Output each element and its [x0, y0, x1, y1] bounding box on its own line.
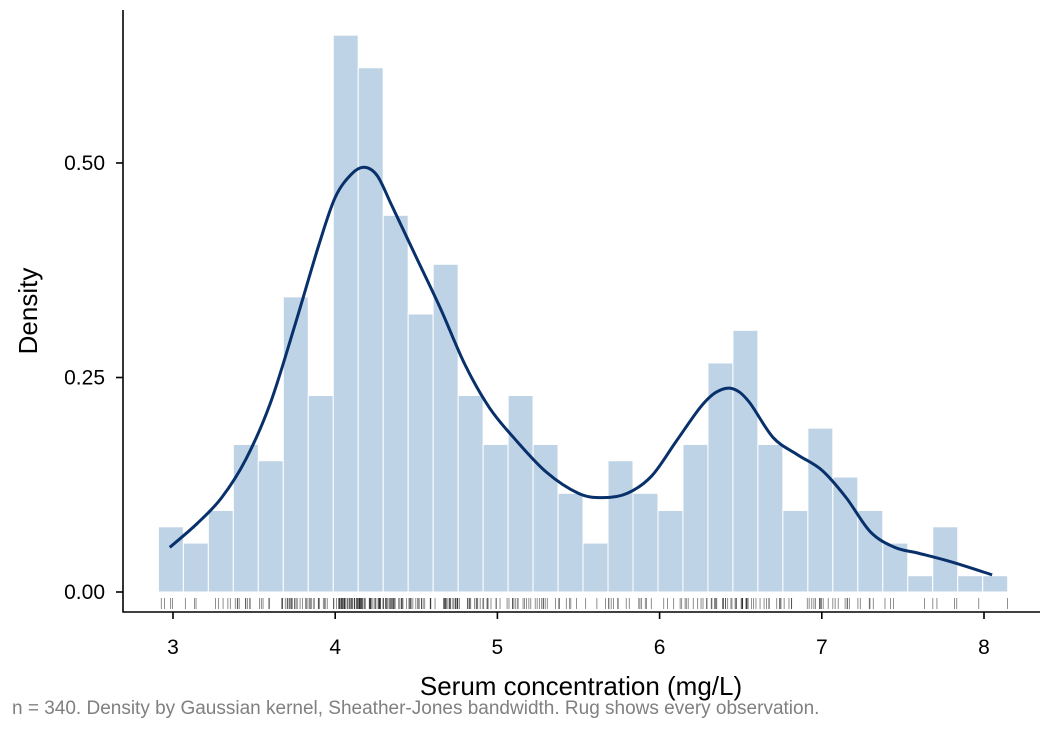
histogram-bar — [582, 542, 609, 593]
y-tick-label: 0.50 — [64, 152, 105, 175]
histogram-bar — [182, 542, 209, 593]
histogram-bar — [557, 492, 584, 593]
histogram-bar — [907, 575, 934, 593]
histogram-bar — [307, 395, 334, 593]
histogram-bar — [532, 443, 559, 593]
histogram-bar — [707, 362, 734, 593]
kde-line — [168, 165, 993, 577]
histogram-bar — [357, 67, 384, 593]
histogram-bar — [407, 313, 434, 593]
histogram-bar — [507, 395, 534, 593]
histogram-bar — [457, 395, 484, 593]
histogram-bar — [432, 263, 459, 593]
x-tick-label: 4 — [329, 636, 341, 659]
histogram-bar — [807, 427, 834, 593]
bars-layer — [157, 34, 1009, 593]
histogram-bar — [332, 34, 359, 593]
histogram-bar — [157, 526, 184, 593]
histogram-bar — [982, 575, 1009, 593]
y-tick-label: 0.00 — [64, 581, 105, 604]
x-tick-label: 8 — [978, 636, 990, 659]
histogram-bar — [682, 443, 709, 593]
x-axis-title: Serum concentration (mg/L) — [420, 671, 742, 701]
histogram-bar — [857, 509, 884, 593]
histogram-bar — [632, 492, 659, 593]
y-ticks-layer: 0.00 0.25 0.50 — [64, 152, 123, 604]
x-ticks-layer: 3 4 5 6 7 8 — [167, 612, 990, 659]
rug-layer — [160, 598, 1008, 609]
histogram-bar — [207, 509, 234, 593]
x-tick-label: 6 — [654, 636, 666, 659]
histogram-bar — [482, 443, 509, 593]
histogram-bar — [957, 575, 984, 593]
histogram-bar — [257, 460, 284, 593]
y-tick-label: 0.25 — [64, 367, 105, 390]
histogram-bar — [657, 509, 684, 593]
histogram-bar — [757, 443, 784, 593]
histogram-bar — [782, 509, 809, 593]
x-tick-label: 5 — [492, 636, 504, 659]
chart-caption: n = 340. Density by Gaussian kernel, She… — [12, 698, 820, 719]
histogram-bar — [607, 460, 634, 593]
histogram-bar — [232, 443, 259, 593]
histogram-bar — [282, 296, 309, 593]
x-tick-label: 3 — [167, 636, 179, 659]
x-tick-label: 7 — [816, 636, 828, 659]
histogram-bar — [732, 329, 759, 593]
y-axis-title: Density — [13, 268, 43, 355]
histogram-bar — [382, 214, 409, 593]
